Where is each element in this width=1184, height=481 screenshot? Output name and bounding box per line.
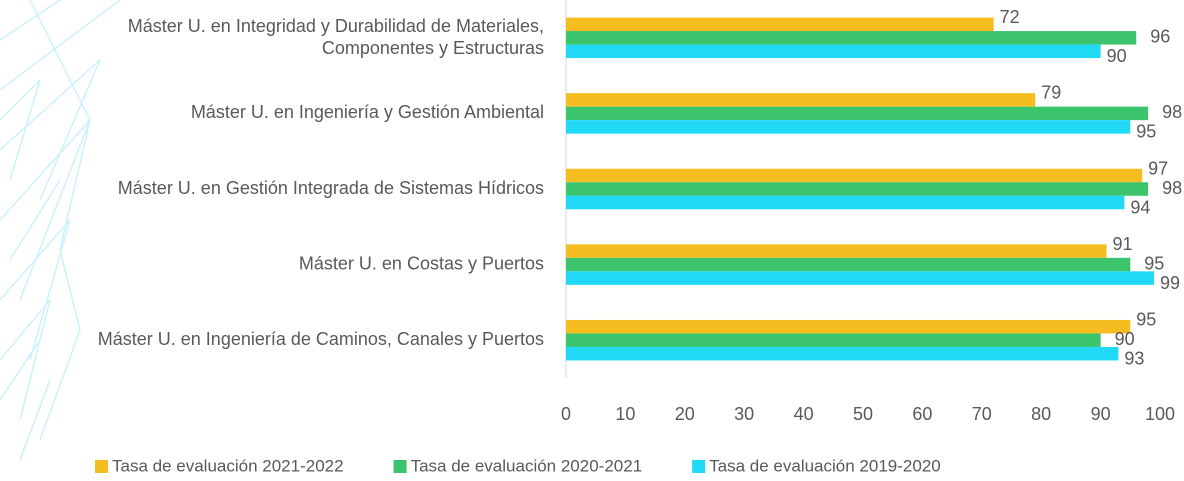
x-tick-label: 0 xyxy=(561,404,571,424)
bar xyxy=(566,44,1101,59)
value-label: 95 xyxy=(1136,309,1156,329)
legend-swatch xyxy=(393,460,407,473)
bar xyxy=(566,346,1119,361)
value-label: 94 xyxy=(1130,197,1150,217)
value-label: 90 xyxy=(1115,329,1135,349)
x-tick-label: 40 xyxy=(794,404,814,424)
bar xyxy=(566,120,1131,134)
bar xyxy=(566,31,1137,45)
x-tick-label: 100 xyxy=(1145,404,1175,424)
bar xyxy=(566,319,1131,334)
bar xyxy=(566,182,1149,196)
x-tick-label: 70 xyxy=(972,404,992,424)
bar xyxy=(566,271,1155,285)
legend-swatch xyxy=(692,460,706,473)
x-tick-label: 80 xyxy=(1031,404,1051,424)
x-tick-label: 30 xyxy=(734,404,754,424)
legend-swatch xyxy=(95,460,108,473)
legend-label: Tasa de evaluación 2019-2020 xyxy=(709,456,941,475)
category-label: Máster U. en Costas y Puertos xyxy=(299,253,544,273)
value-label: 98 xyxy=(1162,102,1182,122)
category-label: Máster U. en Gestión Integrada de Sistem… xyxy=(118,178,544,198)
value-label: 96 xyxy=(1150,27,1170,47)
value-label: 95 xyxy=(1136,122,1156,142)
bar xyxy=(566,244,1107,258)
x-tick-label: 10 xyxy=(615,404,635,424)
bar xyxy=(566,93,1036,107)
value-label: 93 xyxy=(1124,348,1144,368)
value-label: 79 xyxy=(1041,83,1061,103)
bar xyxy=(566,168,1143,183)
value-label: 95 xyxy=(1144,253,1164,273)
bar xyxy=(566,195,1125,210)
legend-label: Tasa de evaluación 2020-2021 xyxy=(411,456,643,475)
category-label: Máster U. en Ingeniería y Gestión Ambien… xyxy=(191,102,544,122)
category-label: Máster U. en Integridad y Durabilidad de… xyxy=(128,16,544,58)
category-label: Máster U. en Ingeniería de Caminos, Cana… xyxy=(98,329,544,349)
value-label: 72 xyxy=(1000,7,1020,27)
x-tick-label: 20 xyxy=(675,404,695,424)
value-label: 97 xyxy=(1148,158,1168,178)
bar xyxy=(566,333,1101,347)
bar xyxy=(566,257,1131,272)
x-tick-label: 50 xyxy=(853,404,873,424)
value-label: 90 xyxy=(1107,46,1127,66)
background-decoration xyxy=(0,0,121,461)
legend-label: Tasa de evaluación 2021-2022 xyxy=(112,456,344,475)
value-label: 99 xyxy=(1160,273,1180,293)
bar xyxy=(566,106,1149,121)
bar xyxy=(566,17,994,32)
value-label: 98 xyxy=(1162,178,1182,198)
x-tick-label: 90 xyxy=(1091,404,1111,424)
value-label: 91 xyxy=(1113,234,1133,254)
x-tick-label: 60 xyxy=(912,404,932,424)
